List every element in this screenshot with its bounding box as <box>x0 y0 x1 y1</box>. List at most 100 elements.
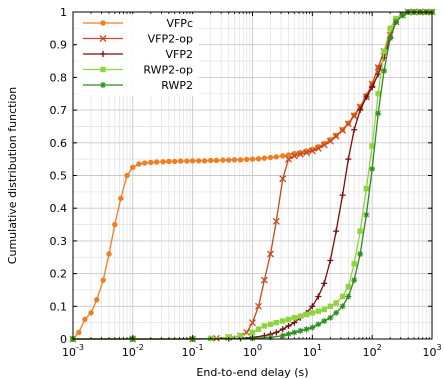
data-point-vfpc <box>261 155 268 161</box>
x-tick-label: 103 <box>422 343 441 359</box>
data-point-vfpc <box>148 159 154 166</box>
y-tick-label: 1 <box>60 6 67 19</box>
data-point-vfp2-op <box>344 120 352 128</box>
data-point-vfpc <box>142 160 148 166</box>
data-point-vfp2-op <box>308 147 316 155</box>
data-point-vfpc <box>255 156 262 162</box>
data-point-rwp2 <box>321 318 328 325</box>
data-point-rwp2 <box>363 211 370 218</box>
data-point-rwp2-op <box>321 306 327 313</box>
x-tick-label: 10-3 <box>62 343 84 359</box>
legend-box <box>77 14 199 96</box>
data-point-rwp2-op <box>261 323 268 329</box>
data-point-vfpc <box>280 153 286 159</box>
data-point-vfpc <box>225 157 232 163</box>
legend-entry-vfp2: VFP2 <box>83 48 193 61</box>
data-point-vfpc <box>106 251 112 257</box>
data-point-vfp2 <box>339 192 346 199</box>
legend-label-rwp2-op: RWP2-op <box>143 64 193 77</box>
y-tick-label: 0 <box>60 333 67 346</box>
data-point-vfp2 <box>357 107 364 114</box>
data-point-vfp2 <box>279 326 286 333</box>
legend-marker-vfp2 <box>100 51 106 57</box>
x-tick-label: 102 <box>363 343 382 359</box>
data-point-rwp2-op <box>285 316 292 323</box>
x-tick-label: 10-2 <box>122 343 144 359</box>
y-tick-label: 0.2 <box>50 268 68 281</box>
y-tick-label: 0.8 <box>50 71 68 84</box>
x-tick-label: 101 <box>303 343 322 359</box>
data-point-vfp2-op <box>326 137 334 145</box>
data-point-rwp2-op <box>345 283 352 290</box>
data-point-rwp2-op <box>363 185 370 192</box>
y-tick-label: 0.6 <box>50 137 68 150</box>
y-tick-labels: 0 0.1 0.2 0.3 0.4 0.5 0.6 0.7 0.8 0.9 1 <box>50 6 68 346</box>
data-point-rwp2 <box>333 309 340 316</box>
data-point-rwp2 <box>291 329 298 336</box>
data-point-vfpc <box>124 172 130 179</box>
legend-entry-rwp2: RWP2 <box>83 79 193 92</box>
data-point-vfp2 <box>285 322 292 329</box>
data-point-vfp2 <box>309 303 316 310</box>
legend-marker-rwp2-op <box>100 66 106 73</box>
data-point-vfpc <box>195 158 202 164</box>
y-tick-label: 0.9 <box>50 39 68 52</box>
data-point-rwp2-op <box>273 319 280 326</box>
data-point-vfpc <box>94 297 100 303</box>
y-tick-label: 0.5 <box>50 170 68 183</box>
legend-entry-vfp2-op: VFP2-op <box>83 33 193 46</box>
x-axis-label: End-to-end delay (s) <box>196 366 308 379</box>
data-point-vfp2-op <box>260 276 268 284</box>
data-point-vfpc <box>166 158 172 165</box>
data-point-vfpc <box>100 277 106 283</box>
legend-label-vfp2-op: VFP2-op <box>148 33 193 46</box>
data-point-rwp2-op <box>339 293 346 300</box>
legend-entry-vfpc: VFPc <box>83 17 193 30</box>
data-point-vfpc <box>267 154 274 161</box>
data-point-vfp2 <box>345 156 352 163</box>
data-point-rwp2-op <box>333 300 339 306</box>
data-point-rwp2-op <box>297 313 304 319</box>
y-tick-label: 0.1 <box>50 300 68 313</box>
data-point-vfp2-op <box>290 152 298 160</box>
data-point-vfp2 <box>273 329 280 336</box>
data-point-rwp2-op <box>291 315 298 321</box>
data-point-vfp2 <box>351 126 358 133</box>
y-tick-label: 0.7 <box>50 104 68 117</box>
data-point-vfpc <box>237 157 244 163</box>
legend-label-rwp2: RWP2 <box>161 79 193 92</box>
data-point-rwp2-op <box>381 48 387 54</box>
data-point-vfpc <box>220 157 226 163</box>
legend-label-vfp2: VFP2 <box>166 48 193 61</box>
data-point-vfp2-op <box>267 250 274 258</box>
data-point-rwp2 <box>303 326 310 333</box>
data-point-vfpc <box>130 164 136 171</box>
data-point-rwp2 <box>315 321 322 328</box>
data-point-vfp2-op <box>314 144 322 152</box>
data-point-rwp2 <box>357 250 364 257</box>
y-tick-label: 0.4 <box>50 202 68 215</box>
data-point-vfp2 <box>333 228 340 235</box>
data-point-rwp2 <box>399 12 406 19</box>
data-point-rwp2-op <box>303 311 310 318</box>
data-point-vfpc <box>136 161 142 167</box>
data-point-vfp2-op <box>332 132 340 140</box>
legend: VFPc VFP2-op VFP2 RWP2-op RWP2 <box>77 14 199 96</box>
data-point-rwp2 <box>369 165 376 172</box>
data-point-rwp2-op <box>387 25 393 32</box>
data-point-rwp2 <box>387 35 394 42</box>
data-point-vfp2-op <box>339 126 347 134</box>
data-point-vfpc <box>273 154 280 160</box>
data-point-vfp2-op <box>296 150 304 158</box>
legend-marker-vfp2-op <box>99 35 107 42</box>
data-point-vfpc <box>160 159 166 165</box>
data-point-rwp2-op <box>315 308 322 314</box>
data-point-vfpc <box>249 156 256 162</box>
data-point-rwp2-op <box>280 318 286 324</box>
data-point-vfp2-op <box>285 155 292 163</box>
data-point-vfp2-op <box>303 149 310 157</box>
data-point-vfp2-op <box>350 112 358 120</box>
data-point-rwp2-op <box>267 321 274 327</box>
data-point-rwp2-op <box>351 261 357 267</box>
